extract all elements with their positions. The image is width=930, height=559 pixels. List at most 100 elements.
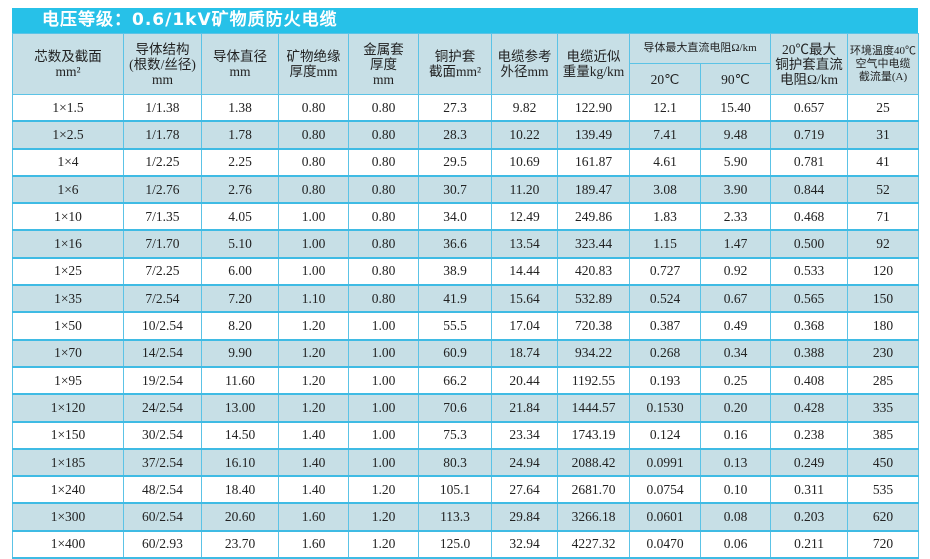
- cell-section: 1×25: [12, 257, 124, 286]
- cell-structure: 7/2.54: [123, 284, 202, 313]
- cell-weight: 1192.55: [557, 366, 630, 395]
- cell-diameter: 2.25: [201, 148, 279, 177]
- header-weight: 电缆近似 重量kg/km: [557, 33, 630, 95]
- cell-section: 1×95: [12, 366, 124, 395]
- cell-r90: 0.67: [699, 284, 772, 313]
- cell-weight: 249.86: [557, 202, 630, 231]
- cell-sheath: 1.00: [348, 339, 419, 368]
- cell-structure: 60/2.54: [123, 502, 202, 532]
- cell-outer-diameter: 23.34: [491, 421, 558, 450]
- cell-r90: 1.47: [699, 229, 772, 259]
- cell-insulation: 1.00: [278, 257, 349, 286]
- cell-insulation: 1.20: [278, 339, 349, 368]
- cell-r20: 0.727: [629, 257, 701, 286]
- cell-sheath-resistance: 0.311: [770, 475, 849, 504]
- cell-sheath: 0.80: [348, 257, 419, 286]
- cell-copper-sheath: 36.6: [418, 229, 492, 259]
- cell-r90: 5.90: [699, 148, 772, 177]
- cell-current: 535: [847, 475, 920, 504]
- cell-insulation: 1.00: [278, 229, 349, 259]
- cell-copper-sheath: 113.3: [418, 502, 492, 532]
- cell-copper-sheath: 38.9: [418, 257, 492, 286]
- cell-insulation: 1.20: [278, 311, 349, 341]
- cell-insulation: 0.80: [278, 94, 349, 122]
- cell-weight: 1743.19: [557, 421, 630, 450]
- cell-structure: 19/2.54: [123, 366, 202, 395]
- cell-r20: 0.387: [629, 311, 701, 341]
- cell-insulation: 0.80: [278, 148, 349, 177]
- cell-structure: 7/1.70: [123, 229, 202, 259]
- header-copper-sheath: 铜护套 截面mm²: [418, 33, 492, 95]
- cell-insulation: 1.20: [278, 393, 349, 423]
- cell-section: 1×50: [12, 311, 124, 341]
- cell-weight: 2088.42: [557, 448, 630, 477]
- cell-diameter: 14.50: [201, 421, 279, 450]
- cell-weight: 420.83: [557, 257, 630, 286]
- cell-r90: 0.25: [699, 366, 772, 395]
- header-resistance-group: 导体最大直流电阻Ω/km: [628, 33, 772, 64]
- table-row: 1×1.5 1/1.38 1.38 0.80 0.80 27.3 9.82 122.90 12.…: [12, 94, 920, 122]
- header-r20: 20℃: [629, 63, 701, 95]
- cell-sheath: 0.80: [348, 120, 419, 150]
- cell-copper-sheath: 55.5: [418, 311, 492, 341]
- cell-structure: 60/2.93: [123, 530, 202, 559]
- table-title: 电压等级：0.6/1kV矿物质防火电缆: [12, 8, 918, 33]
- cell-insulation: 0.80: [278, 120, 349, 150]
- cell-weight: 934.22: [557, 339, 630, 368]
- cell-r20: 1.83: [629, 202, 701, 231]
- cell-insulation: 1.10: [278, 284, 349, 313]
- cell-current: 150: [847, 284, 920, 313]
- cell-diameter: 23.70: [201, 530, 279, 559]
- cell-current: 31: [847, 120, 920, 150]
- cell-weight: 3266.18: [557, 502, 630, 532]
- cell-weight: 323.44: [557, 229, 630, 259]
- cell-current: 120: [847, 257, 920, 286]
- cell-sheath: 0.80: [348, 94, 419, 122]
- cell-outer-diameter: 32.94: [491, 530, 558, 559]
- cell-r90: 0.10: [699, 475, 772, 504]
- cell-section: 1×70: [12, 339, 124, 368]
- cell-r90: 0.49: [699, 311, 772, 341]
- cell-structure: 1/2.76: [123, 175, 202, 204]
- cell-copper-sheath: 75.3: [418, 421, 492, 450]
- cell-sheath: 0.80: [348, 229, 419, 259]
- cell-r90: 0.16: [699, 421, 772, 450]
- cell-outer-diameter: 13.54: [491, 229, 558, 259]
- header-sheath: 金属套 厚度 mm: [348, 33, 419, 95]
- cell-outer-diameter: 10.69: [491, 148, 558, 177]
- cell-structure: 1/2.25: [123, 148, 202, 177]
- cell-structure: 1/1.78: [123, 120, 202, 150]
- cell-sheath-resistance: 0.468: [770, 202, 849, 231]
- cell-r20: 0.0470: [629, 530, 701, 559]
- cell-copper-sheath: 29.5: [418, 148, 492, 177]
- cell-r90: 0.06: [699, 530, 772, 559]
- cell-r20: 1.15: [629, 229, 701, 259]
- table-row: 1×25 7/2.25 6.00 1.00 0.80 38.9 14.44 420.83 0.7…: [12, 257, 920, 286]
- table-row: 1×50 10/2.54 8.20 1.20 1.00 55.5 17.04 720.38 0.…: [12, 311, 920, 341]
- cell-sheath: 1.00: [348, 393, 419, 423]
- cell-sheath: 1.20: [348, 475, 419, 504]
- cell-outer-diameter: 12.49: [491, 202, 558, 231]
- cell-copper-sheath: 34.0: [418, 202, 492, 231]
- cell-sheath-resistance: 0.238: [770, 421, 849, 450]
- cell-structure: 14/2.54: [123, 339, 202, 368]
- header-current: 环境温度40℃ 空气中电缆 截流量(A): [847, 33, 920, 95]
- cell-weight: 161.87: [557, 148, 630, 177]
- cell-diameter: 4.05: [201, 202, 279, 231]
- cell-r20: 7.41: [629, 120, 701, 150]
- cell-r20: 0.0754: [629, 475, 701, 504]
- table-row: 1×16 7/1.70 5.10 1.00 0.80 36.6 13.54 323.44 1.1…: [12, 229, 920, 259]
- cell-current: 385: [847, 421, 920, 450]
- cell-copper-sheath: 70.6: [418, 393, 492, 423]
- header-sheath-resistance: 20℃最大 铜护套直流 电阻Ω/km: [770, 33, 849, 95]
- cell-section: 1×400: [12, 530, 124, 559]
- cell-structure: 30/2.54: [123, 421, 202, 450]
- cell-sheath: 1.20: [348, 530, 419, 559]
- header-outer-diameter: 电缆参考 外径mm: [491, 33, 558, 95]
- cell-sheath: 1.00: [348, 421, 419, 450]
- cell-diameter: 1.38: [201, 94, 279, 122]
- cell-structure: 7/1.35: [123, 202, 202, 231]
- cell-r90: 0.34: [699, 339, 772, 368]
- cell-r90: 15.40: [699, 94, 772, 122]
- table-row: 1×150 30/2.54 14.50 1.40 1.00 75.3 23.34 1743.1…: [12, 421, 920, 450]
